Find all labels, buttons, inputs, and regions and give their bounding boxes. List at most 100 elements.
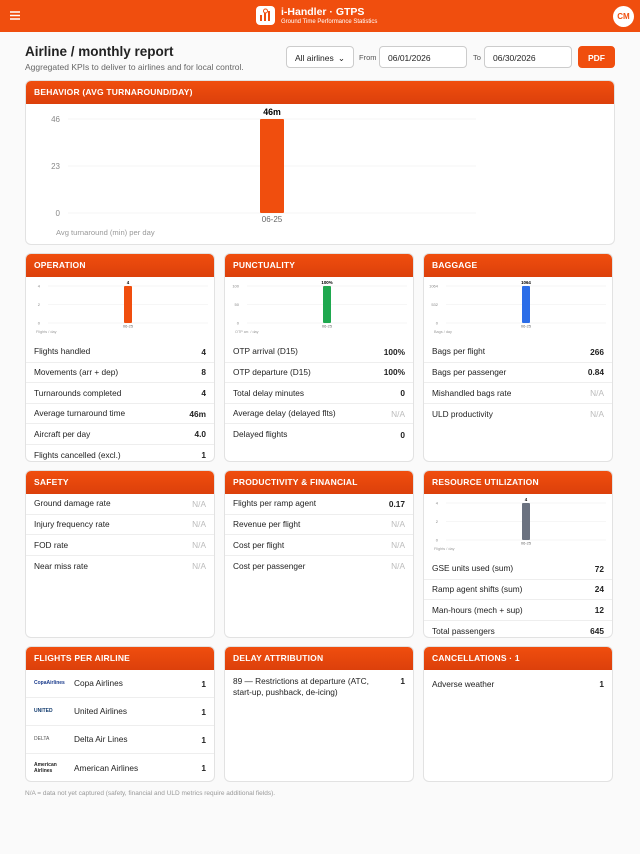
- kpi-label: Total delay minutes: [233, 387, 305, 398]
- kpi-label-group: Ground damage rate: [34, 498, 111, 509]
- kpi-row: Cost per passenger N/A: [225, 556, 413, 577]
- pdf-button[interactable]: PDF: [578, 46, 615, 68]
- menu-button[interactable]: [10, 11, 20, 20]
- kpi-row: Total delay minutes 0: [225, 383, 413, 404]
- kpi-label: Cost per passenger: [233, 560, 306, 571]
- kpi-value: 1: [201, 734, 206, 745]
- kpi-label: Revenue per flight: [233, 519, 301, 529]
- to-date[interactable]: 06/30/2026: [484, 46, 572, 68]
- kpi-label: Cost per flight: [233, 539, 285, 550]
- kpi-value: 0: [400, 429, 405, 440]
- from-label: From: [359, 53, 377, 62]
- kpi-row: Movements (arr + dep) 8: [26, 363, 214, 384]
- mini-bar-chart: 0 532 1064 1064 06-25 Bags / day: [429, 280, 606, 334]
- kpi-row: Near miss rate N/A: [26, 556, 214, 577]
- x-tick-label: 06-25: [521, 323, 532, 328]
- kpi-label: GSE units used (sum): [432, 563, 514, 574]
- kpi-value: N/A: [192, 519, 206, 530]
- y-tick-label: 4: [38, 283, 41, 288]
- y-tick-label: 0: [56, 209, 61, 218]
- card-title: BAGGAGE: [424, 254, 612, 277]
- kpi-value: N/A: [590, 409, 604, 420]
- kpi-label: Flights per ramp agent: [233, 498, 317, 509]
- kpi-label-group: DELTA Delta Air Lines: [34, 734, 128, 745]
- kpi-row: CopaAirlines Copa Airlines 1: [26, 670, 214, 698]
- kpi-value: 1: [201, 678, 206, 689]
- x-axis-label: OTP arr. / day: [235, 330, 259, 334]
- y-tick-label: 0: [38, 320, 41, 325]
- from-date-value: 06/01/2026: [388, 53, 431, 63]
- kpi-value: 24: [594, 584, 604, 595]
- kpi-label-group: CopaAirlines Copa Airlines: [34, 678, 123, 689]
- kpi-label: OTP departure (D15): [233, 367, 311, 377]
- kpi-label-group: Average turnaround time: [34, 408, 125, 419]
- kpi-label: Delayed flights: [233, 429, 288, 440]
- productivity-card: PRODUCTIVITY & FINANCIAL Flights per ramp…: [224, 470, 414, 638]
- airline-logo: CopaAirlines: [34, 680, 65, 687]
- kpi-value: 12: [594, 604, 604, 615]
- kpi-row: GSE units used (sum) 72: [424, 559, 612, 580]
- kpi-value: 46m: [189, 408, 206, 419]
- kpi-label-group: UNITED United Airlines: [34, 706, 127, 717]
- kpi-row: Bags per passenger 0.84: [424, 363, 612, 384]
- x-axis-label: Flights / day: [36, 330, 57, 334]
- card-title: CANCELLATIONS · 1: [424, 647, 612, 670]
- airlines-card: FLIGHTS PER AIRLINE CopaAirlines Copa Airl…: [25, 646, 215, 782]
- kpi-value: 1: [400, 676, 405, 686]
- from-date[interactable]: 06/01/2026: [379, 46, 467, 68]
- kpi-label: Ramp agent shifts (sum): [432, 584, 523, 594]
- kpi-row: Cost per flight N/A: [225, 535, 413, 556]
- kpi-label-group: Total passengers: [432, 626, 495, 637]
- y-tick-label: 2: [436, 519, 439, 524]
- kpi-value: N/A: [391, 561, 405, 572]
- kpi-row: Turnarounds completed 4: [26, 383, 214, 404]
- kpi-label: Total passengers: [432, 625, 495, 636]
- kpi-row: Total passengers 645: [424, 621, 612, 637]
- bar: [522, 503, 530, 540]
- kpi-label-group: Revenue per flight: [233, 519, 300, 530]
- airline-select[interactable]: All airlines ⌄: [286, 46, 354, 68]
- kpi-label: Flights handled: [34, 346, 91, 357]
- kpi-row: Ground damage rate N/A: [26, 494, 214, 515]
- kpi-label: FOD rate: [34, 539, 69, 550]
- kpi-row: Ramp agent shifts (sum) 24: [424, 580, 612, 601]
- kpi-label: Delta Air Lines: [74, 734, 128, 745]
- y-tick-label: 4: [436, 500, 439, 505]
- kpi-label-group: FOD rate: [34, 540, 68, 551]
- kpi-label-group: Delayed flights: [233, 429, 287, 440]
- kpi-label: Ground damage rate: [34, 498, 111, 509]
- kpi-value: 1: [201, 706, 206, 717]
- bar: [323, 286, 331, 323]
- kpi-value: 100%: [383, 367, 405, 378]
- value-label: 4: [525, 497, 528, 502]
- brand: i-Handler · GTPS: [281, 6, 365, 18]
- kpi-label: ULD productivity: [432, 408, 493, 419]
- kpi-value: 1: [599, 679, 604, 689]
- value-label: 46m: [263, 107, 281, 117]
- kpi-label: Mishandled bags rate: [432, 387, 512, 398]
- kpi-label: OTP arrival (D15): [233, 346, 298, 357]
- card-title: OPERATION: [26, 254, 214, 277]
- x-tick-label: 06-25: [322, 323, 333, 328]
- kpi-value: N/A: [590, 387, 604, 398]
- logo: [256, 6, 275, 25]
- kpi-label: American Airlines: [74, 762, 139, 773]
- kpi-label-group: Cost per flight: [233, 540, 284, 551]
- kpi-label: Near miss rate: [34, 560, 88, 571]
- kpi-label-group: Turnarounds completed: [34, 388, 121, 399]
- kpi-row: Average delay (delayed flts) N/A: [225, 404, 413, 425]
- kpi-value: 4.0: [194, 429, 206, 440]
- baggage-card: BAGGAGE 0 532 1064 1064 06-25 Bags / day Bags p…: [423, 253, 613, 462]
- kpi-value: 0.17: [388, 498, 405, 509]
- airline-logo: UNITED: [34, 708, 53, 715]
- kpi-label: Flights cancelled (excl.): [34, 449, 121, 460]
- x-axis-label: Bags / day: [434, 330, 452, 334]
- kpi-label: Average delay (delayed flts): [233, 408, 336, 419]
- avatar[interactable]: CM: [613, 6, 634, 27]
- kpi-value: 4: [201, 346, 206, 357]
- card-title: SAFETY: [26, 471, 214, 494]
- kpi-row: Flights handled 4: [26, 342, 214, 363]
- kpi-label: Adverse weather: [432, 678, 495, 689]
- kpi-value: N/A: [192, 498, 206, 509]
